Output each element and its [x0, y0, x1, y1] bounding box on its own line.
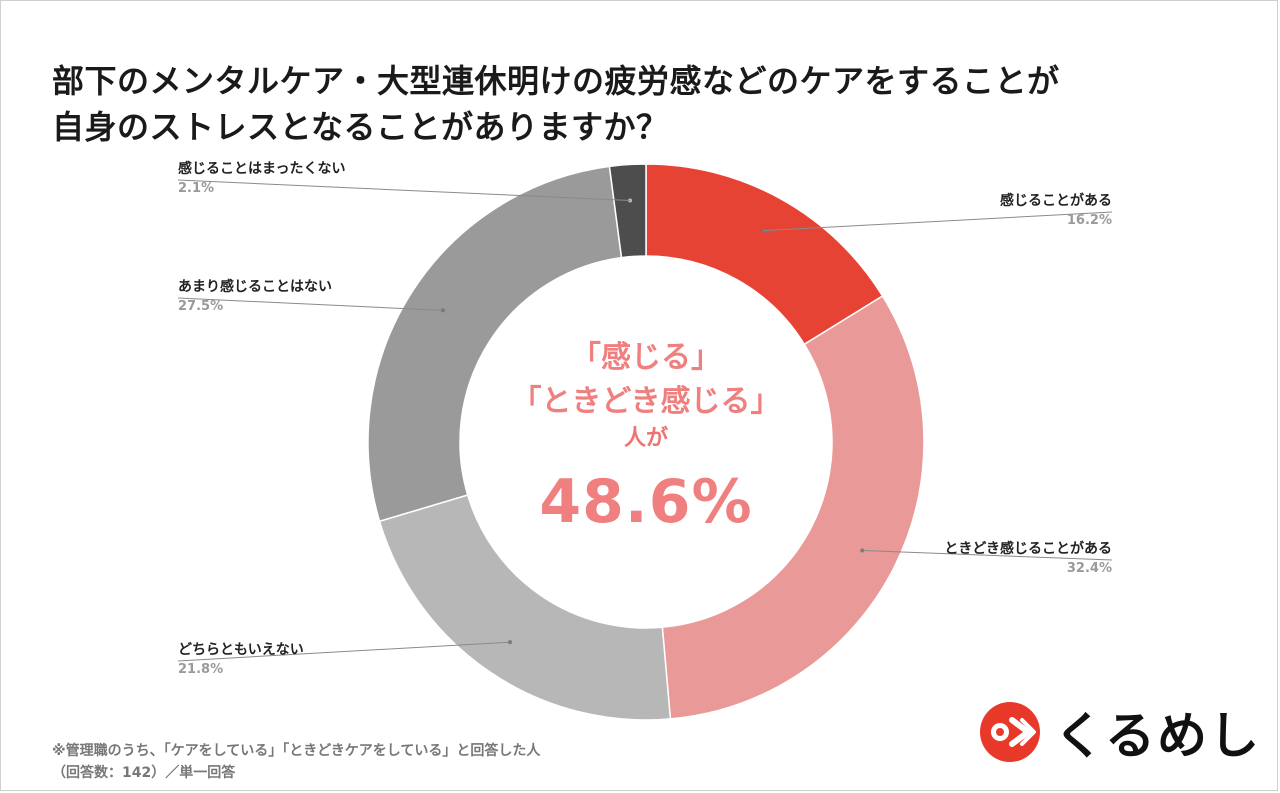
- value-label-neutral: 21.8%: [178, 662, 223, 677]
- leader-line-neutral: [177, 641, 511, 662]
- brand-logo: くるめし: [978, 700, 1261, 765]
- center-line-3: 人が: [623, 426, 668, 451]
- category-label-rarely: あまり感じることはない: [178, 278, 332, 295]
- footnote-line-1: ※管理職のうち、「ケアをしている」「ときどきケアをしている」と回答した人: [52, 743, 541, 759]
- slice-neutral: [378, 494, 672, 721]
- value-label-never: 2.1%: [178, 181, 214, 196]
- value-label-sometimes: 32.4%: [1067, 561, 1112, 576]
- category-label-neutral: どちらともいえない: [178, 642, 304, 658]
- center-line-1: 「感じる」: [571, 340, 721, 375]
- center-line-2: 「ときどき感じる」: [511, 384, 781, 419]
- footnote-line-2: （回答数：142）／単一回答: [52, 765, 236, 781]
- title-line-1: 部下のメンタルケア・大型連休明けの疲労感などのケアをすることが: [52, 62, 1060, 100]
- logo-icon: [980, 702, 1040, 762]
- category-label-sometimes: ときどき感じることがある: [944, 540, 1112, 557]
- slice-never: [608, 163, 647, 259]
- leader-line-rarely: [177, 297, 443, 311]
- leader-line-never: [177, 179, 631, 202]
- logo-text: くるめし: [1054, 707, 1261, 765]
- chart-title: 部下のメンタルケア・大型連休明けの疲労感などのケアをすることが 自身のストレスと…: [52, 58, 1060, 150]
- category-label-feel: 感じることがある: [1000, 192, 1112, 209]
- leader-line-feel: [763, 211, 1113, 232]
- center-percent: 48.6%: [539, 467, 753, 537]
- title-line-2: 自身のストレスとなることがありますか？: [52, 108, 669, 146]
- slice-rarely: [367, 165, 623, 523]
- value-label-feel: 16.2%: [1067, 213, 1112, 228]
- center-callout: 「感じる」 「ときどき感じる」 人が 48.6%: [460, 336, 832, 542]
- footnote: ※管理職のうち、「ケアをしている」「ときどきケアをしている」と回答した人 （回答…: [52, 740, 540, 784]
- slice-sometimes: [661, 294, 925, 720]
- category-label-never: 感じることはまったくない: [178, 160, 345, 177]
- leader-line-sometimes: [862, 550, 1113, 561]
- value-label-rarely: 27.5%: [178, 299, 223, 314]
